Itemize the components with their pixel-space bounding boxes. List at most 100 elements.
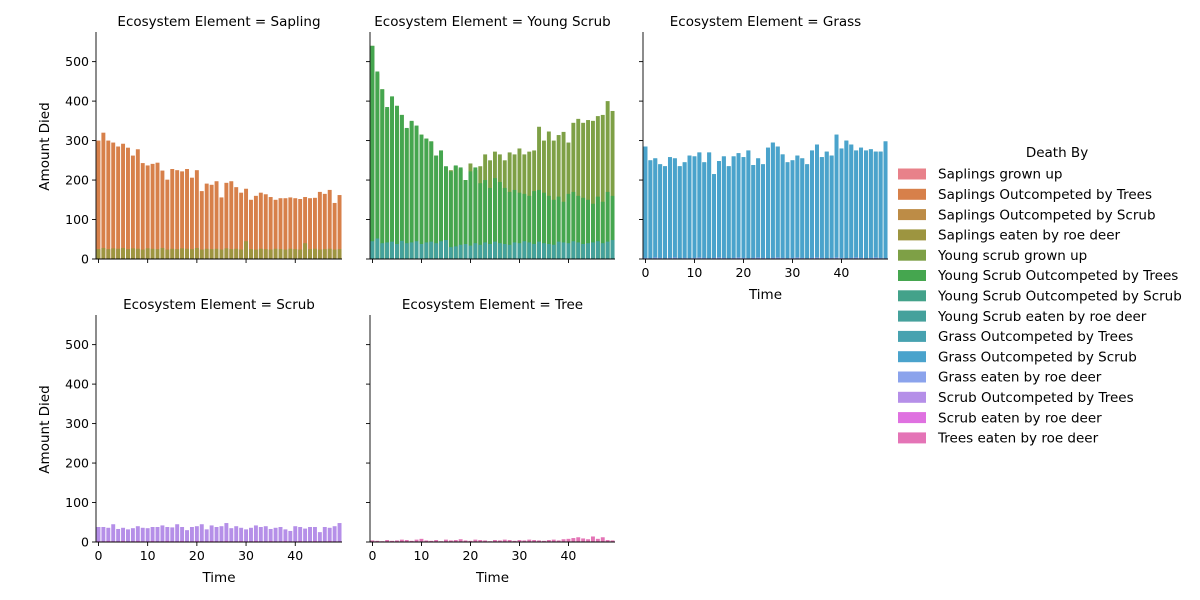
bar bbox=[483, 242, 488, 259]
x-axis-label: Time bbox=[201, 570, 235, 586]
facet-panel: Ecosystem Element = Sapling 0 100 200 300 400… bbox=[37, 14, 342, 267]
bar bbox=[394, 244, 399, 259]
bar bbox=[253, 249, 258, 259]
bar bbox=[322, 193, 327, 259]
bar bbox=[600, 537, 605, 542]
bar bbox=[566, 243, 571, 259]
legend-item: Young scrub grown up bbox=[898, 248, 1087, 264]
bar bbox=[497, 243, 502, 259]
legend-label: Saplings Outcompeted by Scrub bbox=[938, 207, 1156, 223]
bar bbox=[308, 249, 312, 259]
y-tick-label: 100 bbox=[65, 495, 89, 510]
bar bbox=[409, 540, 414, 542]
bar bbox=[278, 527, 283, 542]
x-tick-label: 40 bbox=[560, 548, 576, 563]
legend-item: Trees eaten by roe deer bbox=[898, 431, 1099, 447]
bar bbox=[214, 181, 219, 259]
bar bbox=[199, 249, 204, 259]
bar bbox=[209, 525, 214, 542]
bar bbox=[527, 539, 532, 542]
bar bbox=[667, 157, 672, 259]
bar bbox=[497, 540, 502, 542]
bar bbox=[878, 257, 883, 259]
bar bbox=[658, 164, 663, 259]
bar bbox=[600, 243, 605, 259]
bar bbox=[502, 187, 507, 259]
x-axis-label: Time bbox=[475, 570, 509, 586]
bar bbox=[576, 537, 581, 542]
bar bbox=[180, 527, 185, 542]
bar bbox=[288, 248, 293, 259]
bar bbox=[590, 120, 595, 259]
bar bbox=[394, 105, 399, 259]
bar bbox=[819, 157, 824, 259]
bar bbox=[829, 257, 834, 259]
bar bbox=[756, 257, 761, 259]
bar bbox=[375, 71, 380, 259]
bar bbox=[790, 160, 795, 259]
bar bbox=[288, 530, 293, 542]
legend-label: Scrub eaten by roe deer bbox=[938, 410, 1102, 426]
bar bbox=[303, 197, 308, 259]
bar bbox=[130, 528, 135, 542]
bar bbox=[140, 249, 145, 259]
bar bbox=[111, 524, 116, 542]
bar bbox=[849, 257, 854, 259]
bar bbox=[541, 243, 546, 259]
bar bbox=[370, 241, 375, 259]
legend-swatch bbox=[898, 330, 926, 342]
bar bbox=[209, 184, 214, 259]
bar bbox=[135, 526, 140, 542]
x-tick-label: 20 bbox=[462, 548, 478, 563]
bar bbox=[463, 180, 468, 259]
bar bbox=[249, 199, 253, 259]
bar bbox=[135, 540, 140, 542]
bar bbox=[468, 171, 473, 259]
bar bbox=[537, 189, 542, 259]
bar bbox=[239, 527, 244, 542]
legend-item: Young Scrub Outcompeted by Trees bbox=[898, 268, 1178, 284]
bar bbox=[249, 527, 253, 542]
bar bbox=[434, 243, 439, 259]
y-tick-label: 200 bbox=[65, 173, 89, 188]
bar bbox=[581, 538, 586, 542]
bar bbox=[96, 249, 101, 259]
bar bbox=[199, 524, 204, 542]
bar bbox=[239, 540, 244, 542]
bar bbox=[180, 248, 185, 259]
bar bbox=[682, 162, 687, 259]
bar bbox=[293, 249, 298, 259]
bar bbox=[126, 147, 130, 259]
bar bbox=[150, 248, 155, 259]
bar bbox=[185, 169, 189, 259]
bar bbox=[600, 201, 605, 259]
bar bbox=[586, 199, 591, 259]
bar bbox=[414, 125, 419, 259]
legend-swatch bbox=[898, 371, 926, 383]
legend-swatch bbox=[898, 351, 926, 363]
bar bbox=[229, 249, 234, 259]
x-tick-label: 40 bbox=[287, 548, 303, 563]
bar bbox=[770, 142, 775, 259]
legend-label: Trees eaten by roe deer bbox=[937, 431, 1099, 447]
bar bbox=[839, 257, 844, 259]
bar bbox=[561, 131, 566, 259]
bar bbox=[824, 151, 829, 259]
bar bbox=[478, 183, 483, 259]
bar bbox=[878, 151, 883, 259]
bar bbox=[810, 257, 815, 259]
bar bbox=[244, 529, 249, 542]
bar bbox=[263, 249, 268, 259]
bar bbox=[165, 527, 170, 542]
bar bbox=[483, 540, 488, 542]
bar bbox=[106, 140, 111, 259]
bar bbox=[672, 158, 677, 259]
bar bbox=[298, 527, 303, 542]
x-tick-label: 10 bbox=[140, 548, 156, 563]
bar bbox=[731, 257, 736, 259]
bar bbox=[116, 248, 121, 259]
bar bbox=[702, 257, 707, 259]
bar bbox=[175, 249, 180, 259]
facet-panel: Ecosystem Element = Scrub010020030040050… bbox=[37, 297, 342, 586]
x-tick-label: 20 bbox=[735, 265, 751, 280]
